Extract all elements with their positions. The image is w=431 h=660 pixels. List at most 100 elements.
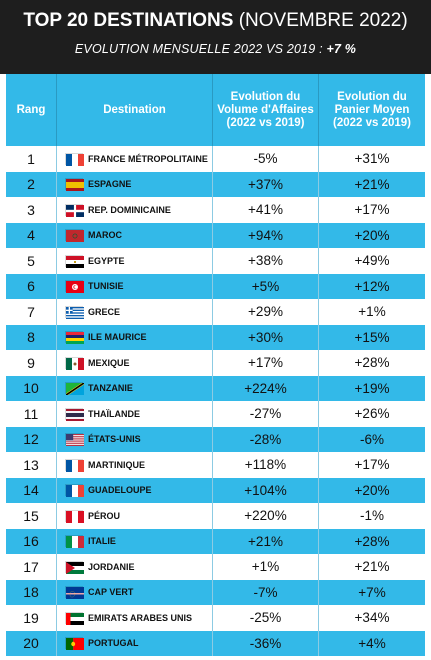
- volume-evolution-cell: -5%: [213, 146, 319, 172]
- basket-evolution-cell: +7%: [358, 584, 386, 600]
- destination-cell: MEXIQUE: [57, 350, 213, 376]
- table-header-row: Rang Destination Evolution du Volume d'A…: [6, 74, 425, 146]
- rank-cell: 18: [6, 579, 57, 605]
- rank-cell: 16: [6, 528, 57, 554]
- destination-cell: PÉROU: [57, 503, 213, 529]
- basket-evolution-cell: -6%: [359, 431, 384, 447]
- volume-evolution-cell: -7%: [213, 579, 319, 605]
- basket-evolution-cell: +49%: [354, 253, 390, 269]
- table-row: 13 MARTINIQUE +118% +17%: [6, 452, 425, 478]
- table-row: 2 ESPAGNE +37% +21%: [6, 171, 425, 197]
- rank-cell: 17: [6, 554, 57, 580]
- destination-name: PORTUGAL: [88, 638, 139, 649]
- volume-evolution-cell: -27%: [213, 401, 319, 427]
- italy-flag-icon: [65, 535, 84, 549]
- basket-evolution-cell: -1%: [359, 508, 384, 524]
- destination-name: ÉTATS-UNIS: [88, 434, 141, 445]
- destination-name: JORDANIE: [88, 561, 135, 572]
- portugal-flag-icon: [65, 637, 84, 651]
- table-row: 4 MAROC +94% +20%: [6, 222, 425, 248]
- destination-cell: GUADELOUPE: [57, 477, 213, 503]
- volume-evolution-cell: +94%: [213, 222, 319, 248]
- volume-evolution-cell: +5%: [213, 273, 319, 299]
- basket-evolution-cell: +1%: [358, 304, 386, 320]
- rank-cell: 10: [6, 375, 57, 401]
- table-body: 1 FRANCE MÉTROPOLITAINE -5% +31% 2 ESPAGNE +37…: [6, 146, 425, 656]
- france-flag-icon: [65, 484, 84, 498]
- header-rang: Rang: [6, 74, 57, 146]
- rank-cell: 14: [6, 477, 57, 503]
- basket-evolution-cell: +19%: [354, 380, 390, 396]
- usa-flag-icon: [65, 433, 84, 447]
- volume-evolution-cell: +41%: [213, 197, 319, 223]
- basket-evolution-cell: +17%: [354, 457, 390, 473]
- destination-cell: MAROC: [57, 222, 213, 248]
- mauritius-flag-icon: [65, 331, 84, 345]
- basket-evolution-cell: +4%: [358, 635, 386, 651]
- destination-cell: GRECE: [57, 299, 213, 325]
- table-row: 18 CAP VERT -7% +7%: [6, 579, 425, 605]
- destination-cell: ESPAGNE: [57, 171, 213, 197]
- destination-name: MEXIQUE: [88, 357, 130, 368]
- table-row: 12 ÉTATS-UNIS -28% -6%: [6, 426, 425, 452]
- france-flag-icon: [65, 152, 84, 166]
- basket-evolution-cell: +20%: [354, 227, 390, 243]
- rank-cell: 1: [6, 146, 57, 172]
- rank-cell: 4: [6, 222, 57, 248]
- destination-cell: JORDANIE: [57, 554, 213, 580]
- rank-cell: 11: [6, 401, 57, 427]
- destination-name: ILE MAURICE: [88, 332, 147, 343]
- volume-evolution-cell: +21%: [213, 528, 319, 554]
- rank-cell: 13: [6, 452, 57, 478]
- destination-name: REP. DOMINICAINE: [88, 204, 171, 215]
- table-row: 9 MEXIQUE +17% +28%: [6, 350, 425, 376]
- basket-evolution-cell: +21%: [354, 176, 390, 192]
- title-date: (NOVEMBRE 2022): [238, 10, 408, 31]
- table-row: 11 THAÏLANDE -27% +26%: [6, 401, 425, 427]
- volume-evolution-cell: +118%: [213, 452, 319, 478]
- volume-evolution-cell: -28%: [213, 426, 319, 452]
- basket-evolution-cell: +20%: [354, 482, 390, 498]
- destination-cell: MARTINIQUE: [57, 452, 213, 478]
- destination-cell: CAP VERT: [57, 579, 213, 605]
- rank-cell: 6: [6, 273, 57, 299]
- destination-name: TUNISIE: [88, 281, 124, 292]
- destination-name: MARTINIQUE: [88, 459, 145, 470]
- destination-name: FRANCE MÉTROPOLITAINE: [88, 153, 208, 164]
- header-panier: Evolution du Panier Moyen (2022 vs 2019): [332, 90, 411, 129]
- table-row: 3 REP. DOMINICAINE +41% +17%: [6, 197, 425, 223]
- uae-flag-icon: [65, 611, 84, 625]
- table-row: 5 EGYPTE +38% +49%: [6, 248, 425, 274]
- thailand-flag-icon: [65, 407, 84, 421]
- basket-evolution-cell: +15%: [354, 329, 390, 345]
- dominican-republic-flag-icon: [65, 203, 84, 217]
- volume-evolution-cell: +104%: [213, 477, 319, 503]
- header-destination: Destination: [57, 74, 213, 146]
- destination-cell: PORTUGAL: [57, 630, 213, 656]
- table-row: 19 EMIRATS ARABES UNIS -25% +34%: [6, 605, 425, 631]
- volume-evolution-cell: +29%: [213, 299, 319, 325]
- rank-cell: 12: [6, 426, 57, 452]
- table-row: 6 TUNISIE +5% +12%: [6, 273, 425, 299]
- basket-evolution-cell: +26%: [354, 406, 390, 422]
- jordan-flag-icon: [65, 560, 84, 574]
- egypt-flag-icon: [65, 254, 84, 268]
- rank-cell: 20: [6, 630, 57, 656]
- cape-verde-flag-icon: [65, 586, 84, 600]
- volume-evolution-cell: +220%: [213, 503, 319, 529]
- destination-name: TANZANIE: [88, 383, 133, 394]
- page-title: TOP 20 DESTINATIONS (NOVEMBRE 2022): [0, 9, 431, 33]
- basket-evolution-cell: +31%: [354, 151, 390, 167]
- peru-flag-icon: [65, 509, 84, 523]
- basket-evolution-cell: +34%: [354, 610, 390, 626]
- mexico-flag-icon: [65, 356, 84, 370]
- destination-name: GRECE: [88, 306, 121, 317]
- morocco-flag-icon: [65, 229, 84, 243]
- rank-cell: 3: [6, 197, 57, 223]
- page-header: TOP 20 DESTINATIONS (NOVEMBRE 2022) EVOL…: [0, 0, 431, 74]
- header-volume: Evolution du Volume d'Affaires (2022 vs …: [213, 74, 319, 146]
- destination-cell: REP. DOMINICAINE: [57, 197, 213, 223]
- destination-name: CAP VERT: [88, 587, 134, 598]
- basket-evolution-cell: +17%: [354, 202, 390, 218]
- subtitle-value: +7 %: [326, 42, 357, 56]
